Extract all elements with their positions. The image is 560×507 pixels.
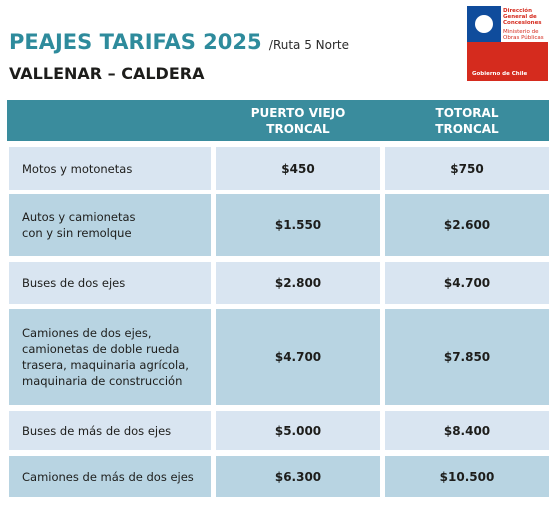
price: $10.500 xyxy=(385,456,549,497)
price: $5.000 xyxy=(216,411,380,450)
table-header xyxy=(7,100,549,141)
price: $4.700 xyxy=(216,309,380,405)
subtitle: /Ruta 5 Norte xyxy=(268,38,350,52)
row-category: Camiones de dos ejes, camionetas de doble… xyxy=(9,309,211,405)
category-line: Camiones de dos ejes, xyxy=(22,326,152,340)
column-header-line: TRONCAL xyxy=(266,121,330,136)
row-category: Autos y camionetas con y sin remolque xyxy=(9,194,211,256)
logo xyxy=(467,6,548,81)
logo-agency: Dirección General de Concesiones xyxy=(503,8,542,26)
price: $8.400 xyxy=(385,411,549,450)
column-header: TOTORAL TRONCAL xyxy=(385,100,549,141)
title-text: PEAJES TARIFAS 2025 xyxy=(9,30,262,54)
category-line: con y sin remolque xyxy=(22,226,132,240)
category-line: Buses de más de dos ejes xyxy=(22,423,172,438)
category-line: camionetas de doble rueda xyxy=(22,342,180,356)
category-line: Buses de dos ejes xyxy=(22,276,126,290)
price: $4.700 xyxy=(385,262,549,304)
category-line: Motos y motonetas xyxy=(22,161,133,176)
row-category: Buses de dos ejes xyxy=(9,262,211,304)
row-category: Buses de más de dos ejes xyxy=(9,411,211,450)
logo-ministry: Ministerio de Obras Públicas xyxy=(503,29,544,41)
price: $2.800 xyxy=(216,262,380,304)
row-category: Motos y motonetas xyxy=(9,147,211,190)
price: $7.850 xyxy=(385,309,549,405)
logo-emblem xyxy=(475,15,493,33)
column-header: PUERTO VIEJO TRONCAL xyxy=(216,100,380,141)
logo-agency-line: Dirección xyxy=(503,8,532,14)
price: $2.600 xyxy=(385,194,549,256)
category-line: maquinaria de construcción xyxy=(22,374,183,388)
logo-red-left xyxy=(467,42,501,81)
logo-ministry-line: Ministerio de xyxy=(503,29,539,35)
column-header-line: TRONCAL xyxy=(435,121,499,136)
route: VALLENAR – CALDERA xyxy=(9,64,205,83)
logo-agency-line: Concesiones xyxy=(503,20,542,26)
category-line: Camiones de más de dos ejes xyxy=(22,469,194,484)
price: $450 xyxy=(216,147,380,190)
logo-agency-line: General de xyxy=(503,14,537,20)
price: $1.550 xyxy=(216,194,380,256)
row-category: Camiones de más de dos ejes xyxy=(9,456,211,497)
category-line: trasera, maquinaria agrícola, xyxy=(22,358,189,372)
category-line: Autos y camionetas xyxy=(22,210,136,224)
title: PEAJES TARIFAS 2025 /Ruta 5 Norte xyxy=(9,30,349,54)
column-header-line: TOTORAL xyxy=(435,105,499,120)
logo-ministry-line: Obras Públicas xyxy=(503,35,544,41)
price: $6.300 xyxy=(216,456,380,497)
price: $750 xyxy=(385,147,549,190)
logo-government: Gobierno de Chile xyxy=(472,71,528,77)
column-header-line: PUERTO VIEJO xyxy=(250,105,346,120)
